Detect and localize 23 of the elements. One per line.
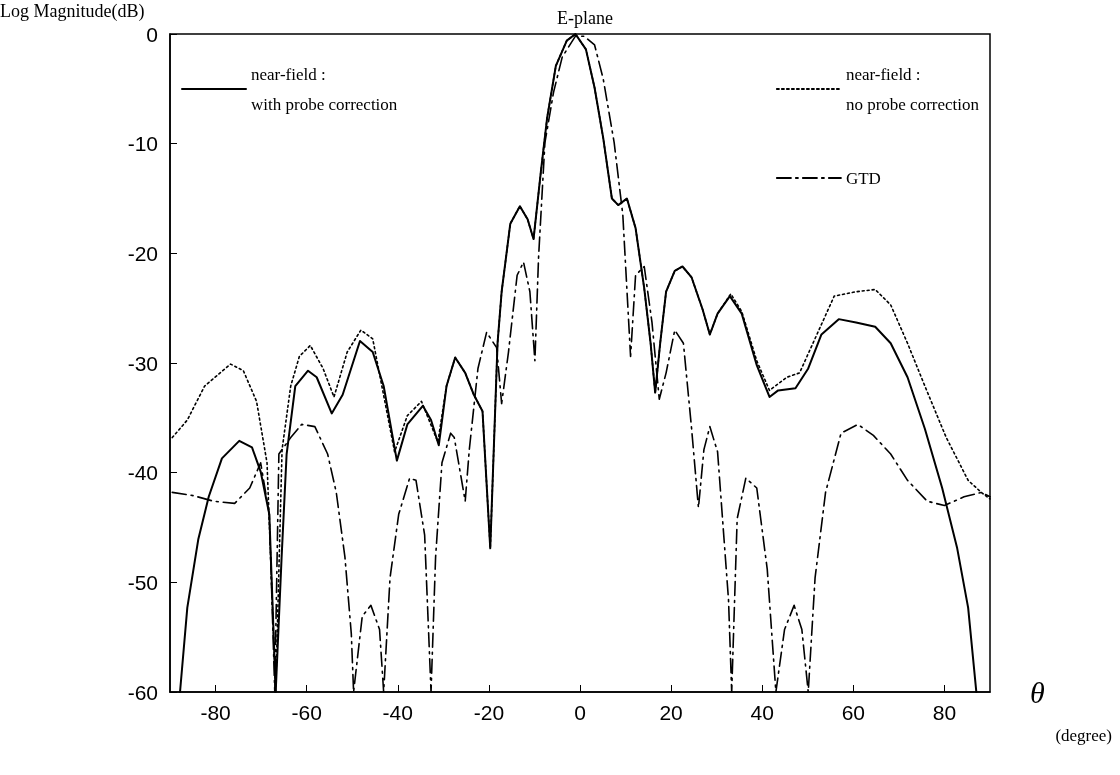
chart-title: E-plane — [557, 8, 613, 28]
y-tick-label: -50 — [127, 570, 158, 594]
x-tick-label: -60 — [291, 701, 322, 724]
x-tick-label: 20 — [659, 701, 683, 724]
x-tick-label: 0 — [574, 701, 586, 724]
text: (degree) — [1055, 726, 1113, 745]
legend-label: GTD — [845, 168, 881, 188]
x-tick-label: -20 — [473, 701, 505, 724]
y-tick-label: -60 — [127, 680, 158, 704]
legend-label: near-field : no probe correction — [845, 64, 980, 114]
y-tick-label: -40 — [127, 461, 158, 485]
y-tick-label: -30 — [127, 351, 158, 375]
legend-label: near-field : with probe correction — [251, 64, 398, 114]
y-tick-label: 0 — [146, 22, 158, 46]
y-tick-label: -10 — [127, 132, 158, 156]
x-tick-label: 60 — [841, 701, 866, 724]
x-axis-title: θ — [1030, 675, 1045, 709]
x-tick-label: -80 — [200, 701, 231, 724]
x-tick-label: 40 — [750, 701, 774, 724]
y-axis-title: Log Magnitude(dB) — [0, 1, 145, 22]
y-tick-label: -20 — [127, 241, 158, 265]
x-tick-label: 80 — [932, 701, 957, 724]
x-tick-label: -40 — [382, 701, 413, 724]
